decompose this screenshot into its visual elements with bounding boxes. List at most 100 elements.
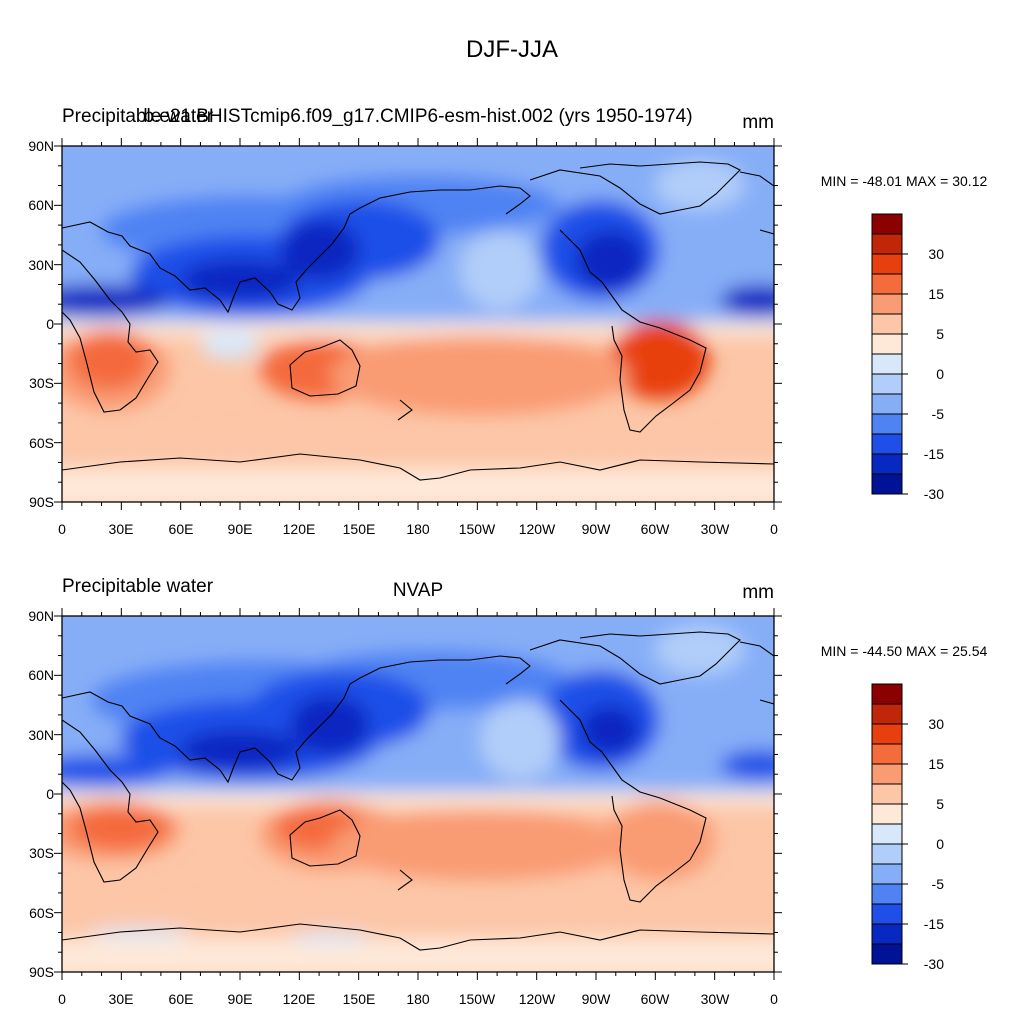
lon-label: 30W — [701, 521, 731, 537]
lat-label: 90S — [29, 494, 54, 510]
colorbar-swatch — [871, 843, 903, 865]
lon-label: 60W — [641, 991, 671, 1007]
lat-label: 30S — [29, 375, 54, 391]
lon-label: 90W — [582, 521, 612, 537]
colorbar-swatch — [871, 883, 903, 905]
colorbar-swatch — [871, 333, 903, 355]
panel-2-left-title: Precipitable water — [62, 576, 214, 597]
lon-label: 120E — [283, 991, 316, 1007]
lat-label: 90N — [28, 138, 54, 154]
lat-label: 30N — [28, 727, 54, 743]
colorbar-swatch — [871, 903, 903, 925]
colorbar-label: 0 — [936, 836, 944, 852]
lon-label: 120W — [519, 521, 556, 537]
lon-label: 60E — [169, 991, 194, 1007]
lon-label: 120W — [519, 991, 556, 1007]
lon-label: 0 — [58, 521, 66, 537]
lon-label: 0 — [58, 991, 66, 1007]
panel-2: Precipitable water NVAP mm — [28, 576, 987, 1007]
lon-label: 90E — [228, 521, 253, 537]
colorbar-label: 0 — [936, 366, 944, 382]
lon-label: 180 — [406, 991, 430, 1007]
colorbar-swatch — [871, 743, 903, 765]
colorbar-label: 15 — [928, 756, 944, 772]
colorbar-swatch — [871, 943, 903, 965]
colorbar-label: -15 — [924, 916, 944, 932]
lon-label: 0 — [770, 991, 778, 1007]
panel-1-min-max: MIN = -48.01 MAX = 30.12 — [821, 173, 988, 189]
colorbar-swatch — [871, 703, 903, 725]
panel-1: Precipitable water b.e21.BHISTcmip6.f09_… — [28, 106, 987, 537]
lat-label: 60N — [28, 197, 54, 213]
colorbar-label: 30 — [928, 246, 944, 262]
colorbar-swatch — [871, 683, 903, 705]
figure-title: DJF-JJA — [466, 36, 558, 63]
lon-label: 90W — [582, 991, 612, 1007]
colorbar-swatch — [871, 313, 903, 335]
panel-1-lat-labels: 90N 60N 30N 0 30S 60S 90S — [28, 138, 54, 510]
colorbar-swatch — [871, 723, 903, 745]
panel-1-map-field — [62, 146, 774, 502]
panel-2-center-title: NVAP — [393, 580, 443, 601]
lat-label: 60S — [29, 435, 54, 451]
colorbar-label: 15 — [928, 286, 944, 302]
panel-1-coastlines — [62, 161, 774, 481]
lat-label: 0 — [46, 316, 54, 332]
panel-1-units: mm — [742, 112, 774, 133]
lon-label: 150W — [459, 991, 496, 1007]
panel-2-lat-labels: 90N 60N 30N 0 30S 60S 90S — [28, 608, 54, 980]
colorbar-swatch — [871, 433, 903, 455]
colorbar-swatch — [871, 453, 903, 475]
colorbar-label: 30 — [928, 716, 944, 732]
lon-label: 60E — [169, 521, 194, 537]
lat-label: 90S — [29, 964, 54, 980]
colorbar-swatch — [871, 413, 903, 435]
panel-1-center-title: b.e21.BHISTcmip6.f09_g17.CMIP6-esm-hist.… — [143, 106, 692, 127]
lat-label: 30N — [28, 257, 54, 273]
lat-label: 60N — [28, 667, 54, 683]
colorbar-swatch — [871, 353, 903, 375]
lat-label: 0 — [46, 786, 54, 802]
lon-label: 30E — [109, 991, 134, 1007]
colorbar-label: -5 — [932, 876, 945, 892]
colorbar-swatch — [871, 763, 903, 785]
panel-1-colorbar: 30 15 5 0 -5 -15 -30 — [871, 213, 945, 502]
panel-1-lon-labels: 0 30E 60E 90E 120E 150E 180 150W 120W 90… — [58, 521, 778, 537]
panel-2-min-max: MIN = -44.50 MAX = 25.54 — [821, 643, 988, 659]
colorbar-swatch — [871, 273, 903, 295]
colorbar-swatch — [871, 783, 903, 805]
lon-label: 150E — [343, 521, 376, 537]
lat-label: 90N — [28, 608, 54, 624]
colorbar-swatch — [871, 803, 903, 825]
colorbar-swatch — [871, 473, 903, 495]
panel-2-coastlines — [62, 631, 774, 951]
colorbar-swatch — [871, 293, 903, 315]
colorbar-label: 5 — [936, 326, 944, 342]
lon-label: 150W — [459, 521, 496, 537]
colorbar-label: -5 — [932, 406, 945, 422]
lon-label: 30W — [701, 991, 731, 1007]
panel-2-map-field — [62, 616, 774, 972]
lat-label: 60S — [29, 905, 54, 921]
lon-label: 120E — [283, 521, 316, 537]
lon-label: 90E — [228, 991, 253, 1007]
lon-label: 150E — [343, 991, 376, 1007]
colorbar-label: -15 — [924, 446, 944, 462]
panel-2-colorbar: 30 15 5 0 -5 -15 -30 — [871, 683, 945, 972]
colorbar-swatch — [871, 923, 903, 945]
colorbar-swatch — [871, 233, 903, 255]
lon-label: 60W — [641, 521, 671, 537]
lon-label: 180 — [406, 521, 430, 537]
colorbar-swatch — [871, 373, 903, 395]
colorbar-label: -30 — [924, 486, 944, 502]
lon-label: 30E — [109, 521, 134, 537]
colorbar-label: 5 — [936, 796, 944, 812]
panel-2-lon-labels: 0 30E 60E 90E 120E 150E 180 150W 120W 90… — [58, 991, 778, 1007]
lon-label: 0 — [770, 521, 778, 537]
colorbar-swatch — [871, 253, 903, 275]
colorbar-swatch — [871, 393, 903, 415]
colorbar-swatch — [871, 823, 903, 845]
panel-2-units: mm — [742, 582, 774, 603]
colorbar-label: -30 — [924, 956, 944, 972]
